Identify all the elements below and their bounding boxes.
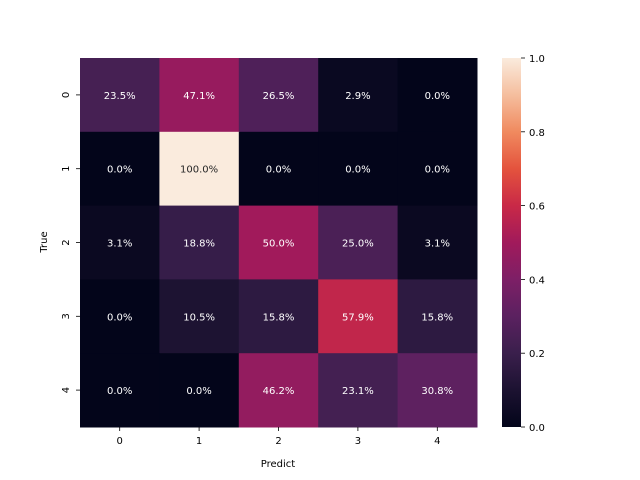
cell-label-r4-c0: 0.0% <box>107 386 132 397</box>
heatmap-cell-r2-c4 <box>397 205 478 280</box>
colorbar-tick-label: 1.0 <box>529 54 545 65</box>
colorbar-gradient <box>502 58 521 427</box>
colorbar-tick-label: 0.0 <box>529 423 545 434</box>
x-tick-label: 1 <box>196 436 202 447</box>
y-axis-ticks: 0 1 2 3 4 <box>61 92 80 393</box>
heatmap-cell-r2-c1 <box>159 205 240 280</box>
cell-label-r0-c2: 26.5% <box>263 91 295 102</box>
heatmap-cell-r0-c1 <box>159 58 240 133</box>
cell-label-r2-c1: 18.8% <box>183 239 215 250</box>
cell-label-r3-c4: 15.8% <box>421 312 453 323</box>
heatmap-cell-r3-c4 <box>397 279 478 354</box>
cell-label-r0-c3: 2.9% <box>345 91 370 102</box>
x-axis-title: Predict <box>261 459 296 470</box>
y-axis-title: True <box>39 231 50 253</box>
x-tick-label: 4 <box>434 436 440 447</box>
cell-label-r4-c2: 46.2% <box>263 386 295 397</box>
heatmap-cell-r4-c0 <box>80 353 160 428</box>
heatmap-cells <box>80 58 478 428</box>
cell-label-r1-c4: 0.0% <box>425 165 450 176</box>
colorbar-ticks: 0.0 0.2 0.4 0.6 0.8 1.0 <box>521 54 545 434</box>
heatmap-cell-r4-c2 <box>238 353 319 428</box>
heatmap-cell-r3-c3 <box>318 279 399 354</box>
cell-label-r4-c1: 0.0% <box>186 386 211 397</box>
cell-label-r2-c0: 3.1% <box>107 239 132 250</box>
heatmap-cell-r4-c3 <box>318 353 399 428</box>
heatmap-cell-r1-c4 <box>397 131 478 207</box>
heatmap-cell-r1-c3 <box>318 131 399 207</box>
colorbar-tick-label: 0.8 <box>529 128 545 139</box>
cell-label-r1-c2: 0.0% <box>266 165 291 176</box>
heatmap-cell-r1-c1 <box>159 131 240 207</box>
heatmap-cell-r2-c0 <box>80 205 160 280</box>
cell-label-r3-c0: 0.0% <box>107 312 132 323</box>
heatmap-cell-r2-c3 <box>318 205 399 280</box>
cell-label-r0-c1: 47.1% <box>183 91 215 102</box>
heatmap-cell-r3-c1 <box>159 279 240 354</box>
y-tick-label: 4 <box>61 387 72 393</box>
cell-label-r2-c4: 3.1% <box>425 239 450 250</box>
cell-label-r4-c3: 23.1% <box>342 386 374 397</box>
cell-label-r4-c4: 30.8% <box>421 386 453 397</box>
colorbar <box>502 58 521 427</box>
heatmap-cell-r0-c4 <box>397 58 478 133</box>
heatmap-cell-r1-c0 <box>80 131 160 207</box>
cell-label-r2-c3: 25.0% <box>342 239 374 250</box>
heatmap-cell-r3-c2 <box>238 279 319 354</box>
heatmap-cell-r0-c3 <box>318 58 399 133</box>
cell-label-r0-c4: 0.0% <box>425 91 450 102</box>
cell-label-r3-c3: 57.9% <box>342 312 374 323</box>
cell-labels: 23.5% 47.1% 26.5% 2.9% 0.0% 0.0% 100.0% 0.0% 0.0… <box>104 91 453 397</box>
colorbar-tick-label: 0.6 <box>529 202 545 213</box>
cell-label-r0-c0: 23.5% <box>104 91 136 102</box>
y-tick-label: 1 <box>61 166 72 172</box>
y-tick-label: 3 <box>61 313 72 319</box>
colorbar-tick-label: 0.4 <box>529 275 545 286</box>
y-tick-label: 2 <box>61 239 72 245</box>
x-tick-label: 0 <box>117 436 123 447</box>
heatmap-cell-r3-c0 <box>80 279 160 354</box>
x-axis-ticks: 0 1 2 3 4 <box>117 427 440 447</box>
heatmap-cell-r2-c2 <box>238 205 319 280</box>
cell-label-r3-c1: 10.5% <box>183 312 215 323</box>
heatmap-cell-r0-c2 <box>238 58 319 133</box>
cell-label-r1-c1: 100.0% <box>180 165 218 176</box>
x-tick-label: 3 <box>355 436 361 447</box>
cell-label-r1-c3: 0.0% <box>345 165 370 176</box>
cell-label-r2-c2: 50.0% <box>263 239 295 250</box>
heatmap-cell-r4-c1 <box>159 353 240 428</box>
cell-label-r1-c0: 0.0% <box>107 165 132 176</box>
y-tick-label: 0 <box>61 92 72 98</box>
heatmap-cell-r4-c4 <box>397 353 478 428</box>
heatmap-cell-r1-c2 <box>238 131 319 207</box>
cell-label-r3-c2: 15.8% <box>263 312 295 323</box>
heatmap-cell-r0-c0 <box>80 58 160 133</box>
x-tick-label: 2 <box>275 436 281 447</box>
colorbar-tick-label: 0.2 <box>529 349 545 360</box>
